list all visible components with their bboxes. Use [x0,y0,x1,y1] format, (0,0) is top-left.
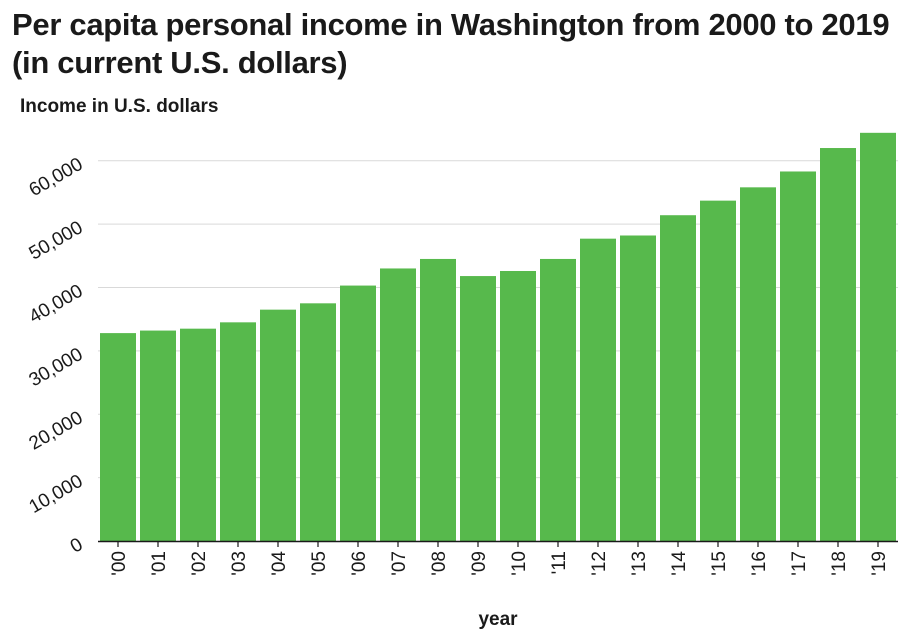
y-tick-label: 30,000 [26,344,87,391]
x-tick-label: '16 [749,551,770,576]
x-tick-label: '14 [669,551,690,576]
bar [500,270,536,541]
bar [220,322,256,541]
y-tick-label: 0 [67,534,87,557]
bars [100,132,896,542]
bar [180,328,216,541]
x-tick-label: '15 [709,551,730,576]
x-tick-label: '07 [389,551,410,576]
bar [460,276,496,541]
bar [140,330,176,541]
x-tick-label: '19 [869,551,890,576]
bar [620,235,656,541]
bar [580,238,616,541]
x-tick-label: '05 [309,551,330,576]
x-tick-label: '10 [509,551,530,576]
x-tick-label: '18 [829,551,850,576]
bar [340,285,376,541]
axes [98,540,898,547]
y-tick-label: 50,000 [26,217,87,264]
bar [380,268,416,541]
x-tick-label: '04 [269,551,290,576]
y-tick-label: 10,000 [26,471,87,518]
x-tick-label: '17 [789,551,810,576]
x-tick-label: '12 [589,551,610,576]
x-tick-label: '03 [229,551,250,576]
x-tick-label: '00 [109,551,130,576]
bar [700,200,736,541]
bar [660,215,696,541]
x-axis-label: year [478,609,518,630]
bar [820,148,856,541]
x-tick-label: '02 [189,551,210,576]
bar [420,258,456,541]
bar [860,132,896,542]
bar [780,171,816,541]
y-tick-label: 20,000 [26,407,87,454]
y-tick-label: 40,000 [26,281,87,328]
x-tick-label: '08 [429,551,450,576]
x-tick-label: '06 [349,551,370,576]
y-tick-labels: 0 10,000 20,000 30,000 40,000 50,000 60,000 [26,154,87,558]
bar [740,187,776,541]
y-axis-label: Income in U.S. dollars [20,96,219,117]
x-tick-labels: '00 '01 '02 '03 '04 '05 '06 '07 '08 '09 '10 '11 '12 '… [109,551,890,576]
x-tick-label: '11 [549,551,570,574]
gridlines [98,160,898,479]
y-tick-label: 60,000 [26,154,87,201]
x-tick-label: '09 [469,551,490,576]
bar [540,258,576,541]
x-tick-label: '13 [629,551,650,576]
x-tick-label: '01 [149,551,170,576]
bar [100,333,136,541]
bar [300,303,336,541]
chart-title: Per capita personal income in Washington… [12,7,890,80]
bar [260,309,296,541]
